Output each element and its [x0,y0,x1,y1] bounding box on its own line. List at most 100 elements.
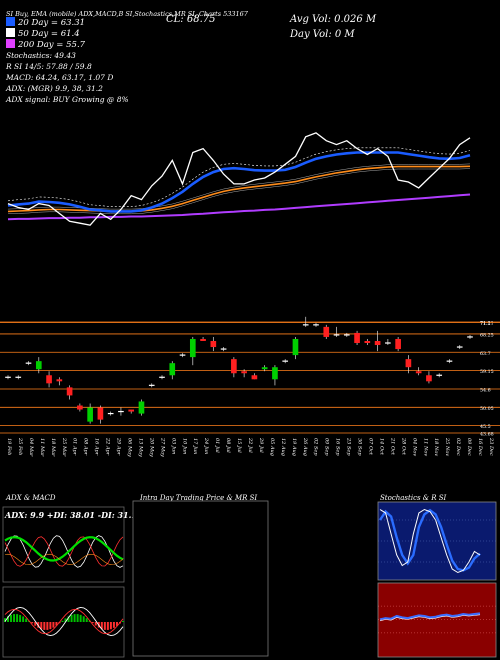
ema-chart [7,132,471,226]
date-tick-label: 25 Feb [17,437,23,455]
date-tick-label: 26 Aug [302,437,308,456]
candle-body [46,375,52,384]
date-tick-label: 23 Sep [346,437,352,456]
candle-body [87,407,93,422]
date-tick-label: 08 Apr [83,438,89,456]
price-level-label: 43.68 [480,432,494,438]
candle-body [364,340,371,344]
candle-body [97,407,104,420]
macd-histogram-bar [13,614,16,622]
macd-histogram-bar [40,622,43,630]
candle-body [395,338,401,350]
candle-body [467,336,473,338]
macd-histogram-bar [61,620,64,622]
candle-body [169,363,176,376]
date-tick-label: 13 May [137,438,143,457]
date-tick-label: 08 Jul [225,438,231,453]
date-tick-label: 09 Dec [466,438,472,456]
date-tick-label: 14 Oct [378,438,384,456]
stochastics-k-line [379,508,481,574]
macd-label: MACD: 64.24, 63.17, 1.07 D [5,73,113,82]
date-tick-label: 15 Jul [236,438,242,453]
date-tick-label: 25 Nov [444,437,450,456]
macd-histogram-bar [4,618,6,622]
candle-body [436,374,443,376]
candle-body [333,334,340,336]
macd-histogram-bar [25,618,28,622]
candle-body [56,379,63,382]
candle-body [179,354,186,356]
date-tick-label: 19 Aug [291,438,297,456]
candle-body [5,376,11,378]
date-tick-label: 05 Aug [269,438,275,456]
price-level-label: 68.25 [480,332,494,338]
macd-histogram-bar [91,622,94,624]
candle-body [374,340,381,346]
adx-aux-line [4,553,124,566]
date-tick-label: 03 Jun [170,438,176,454]
candle-body [128,409,135,412]
candle-body [200,338,206,341]
macd-histogram-bar [103,622,106,630]
ema-band-upper [7,163,471,210]
date-tick-label: 04 Nov [411,438,417,456]
date-tick-label: 06 May [127,438,133,457]
rsi-frame [377,582,497,658]
date-tick-label: 16 Apr [94,438,100,456]
date-tick-label: 09 Sep [324,438,330,456]
candle-body [220,348,227,350]
date-tick-label: 12 Aug [280,438,286,456]
day-volume-label: Day Vol: 0 M [289,29,355,40]
macd-histogram-bar [31,622,34,624]
date-tick-label: 28 Oct [400,437,406,456]
macd-histogram-bar [43,622,46,630]
price-level-label: 71.1 [480,321,491,327]
adx-lines [4,535,124,568]
intraday-panel: Intra Day Trading Price & MR SI [132,494,269,657]
candle-body [189,338,196,358]
candle-body [118,410,124,413]
stochastics-label: Stochastics: 49.43 [6,51,76,60]
macd-histogram-bar [10,614,13,622]
candle-body [446,360,453,362]
rsi-smooth-line [379,614,481,622]
macd-signal-line [4,608,124,635]
candle-body [159,376,165,378]
macd-histogram-bar [76,614,79,622]
date-tick-label: 20 May [148,437,154,457]
price-level-label: 50.05 [480,406,494,412]
stochastics-panel: Stochastics & R SI [377,494,497,658]
macd-histogram-bar [115,622,118,626]
macd-histogram-bar [85,618,88,622]
date-tick-label: 25 Mar [61,437,67,457]
ema200-line [7,193,471,221]
ema20-label: 20 Day = 63.31 [17,18,85,28]
rsi-line [379,612,481,621]
macd-histogram-bar [67,616,70,622]
date-tick-label: 11 Nov [422,438,428,456]
date-tick-label: 29 Apr [116,437,122,456]
price-level-label: 45.5 [480,424,491,430]
adx-line [4,536,124,562]
ema20-swatch [6,17,15,26]
date-tick-label: 18 Nov [433,438,439,456]
date-tick-label: 02 Dec [455,438,461,456]
date-tick-label: 18 Mar [50,438,56,457]
macd-panel-frame [2,586,125,658]
date-tick-label: 07 Oct [368,438,374,456]
ema50-line [7,165,471,213]
macd-histogram-bar [46,622,49,630]
candle-body [107,412,114,415]
candle-body [456,346,463,348]
date-axis: 19 Feb 25 Feb 04 Mar 11 Mar 18 Mar 25 Mar 01 A… [6,437,494,457]
candle-body [77,405,83,410]
macd-histogram-bar [34,622,37,626]
date-tick-label: 02 Sep [313,438,319,456]
avg-volume-label: Avg Vol: 0.026 M [289,14,377,25]
date-tick-label: 29 Jul [258,437,264,453]
macd-histogram-bar [109,622,112,630]
macd-lines [4,606,124,637]
rsi-label: R SI 14/5: 57.88 / 59.8 [5,62,92,71]
